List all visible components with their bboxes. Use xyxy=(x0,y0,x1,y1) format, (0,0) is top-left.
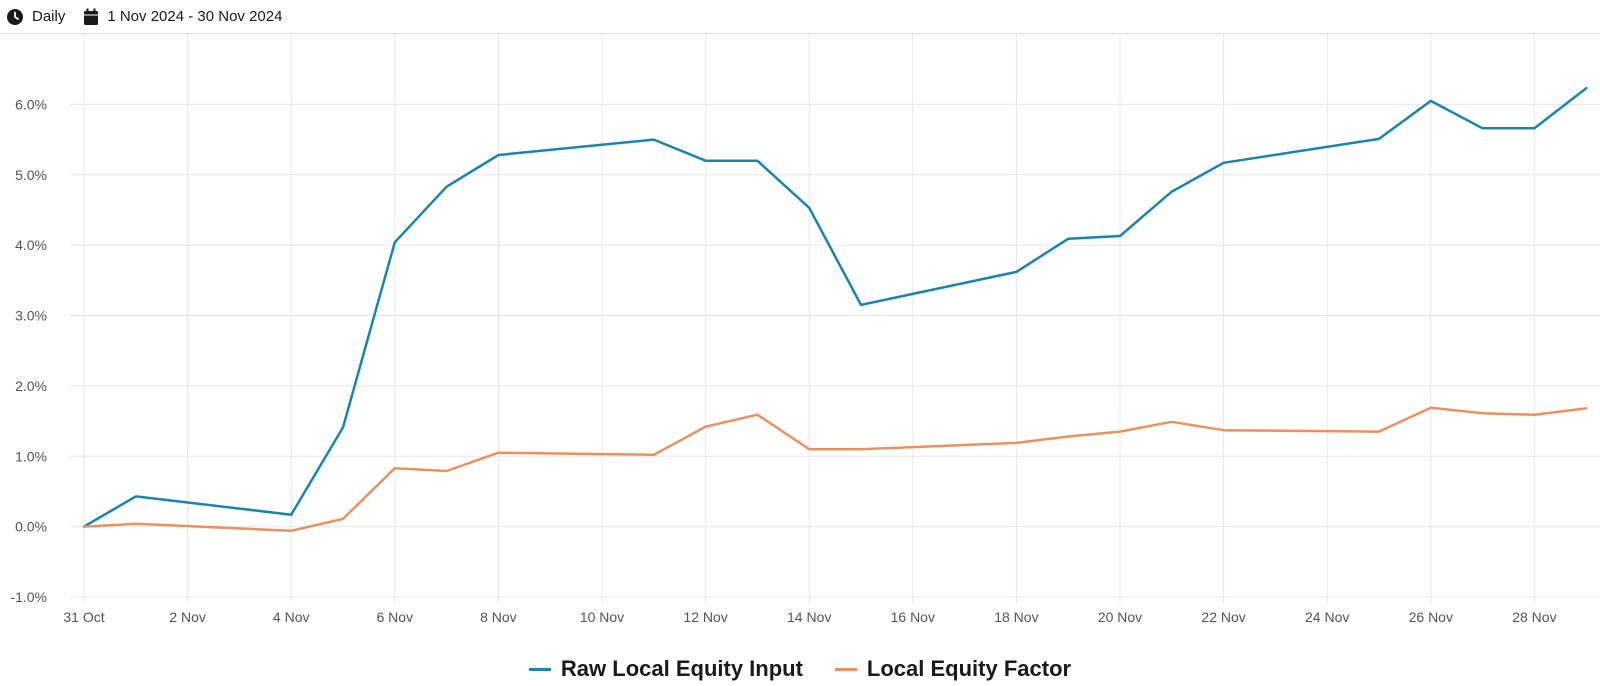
data-point[interactable] xyxy=(1480,125,1486,131)
data-point[interactable] xyxy=(1531,412,1537,418)
x-tick-label: 28 Nov xyxy=(1512,609,1556,625)
data-point[interactable] xyxy=(1221,427,1227,433)
data-point[interactable] xyxy=(495,152,501,158)
chart-grid xyxy=(70,34,1600,603)
y-tick-label: 0.0% xyxy=(15,519,47,535)
data-point[interactable] xyxy=(1428,405,1434,411)
data-point[interactable] xyxy=(651,452,657,458)
data-point[interactable] xyxy=(806,205,812,211)
y-tick-label: 2.0% xyxy=(15,378,47,394)
data-point[interactable] xyxy=(133,521,139,527)
chart-axes: -1.0% 0.0% 1.0% 2.0% 3.0% 4.0% 5.0% 6.0% 31 Oct 2… xyxy=(10,96,1556,625)
data-point[interactable] xyxy=(1376,136,1382,142)
chart-toolbar: Daily 1 Nov 2024 - 30 Nov 2024 xyxy=(0,0,1600,34)
legend-label-raw: Raw Local Equity Input xyxy=(560,656,803,681)
x-tick-label: 12 Nov xyxy=(683,609,727,625)
data-point[interactable] xyxy=(340,424,346,430)
data-point[interactable] xyxy=(1531,125,1537,131)
x-tick-label: 10 Nov xyxy=(580,609,624,625)
y-tick-label: 6.0% xyxy=(15,96,47,112)
x-tick-label: 31 Oct xyxy=(63,609,104,625)
legend-item-local-equity-factor[interactable]: Local Equity Factor xyxy=(834,656,1072,682)
y-tick-label: 3.0% xyxy=(15,308,47,324)
legend-swatch-factor xyxy=(834,667,857,671)
data-point[interactable] xyxy=(392,465,398,471)
data-point[interactable] xyxy=(133,493,139,499)
line-chart: -1.0% 0.0% 1.0% 2.0% 3.0% 4.0% 5.0% 6.0% 31 Oct 2… xyxy=(10,34,1600,625)
data-point[interactable] xyxy=(1221,160,1227,166)
x-tick-label: 18 Nov xyxy=(994,609,1038,625)
data-point[interactable] xyxy=(1428,98,1434,104)
series-line-local-equity-factor[interactable] xyxy=(82,406,1588,533)
data-point[interactable] xyxy=(806,446,812,452)
data-point[interactable] xyxy=(754,158,760,164)
chart-legend: Raw Local Equity Input Local Equity Fact… xyxy=(0,652,1600,686)
data-point[interactable] xyxy=(392,239,398,245)
data-point[interactable] xyxy=(1169,419,1175,425)
calendar-icon xyxy=(84,8,99,25)
data-point[interactable] xyxy=(703,424,709,430)
x-tick-label: 22 Nov xyxy=(1201,609,1245,625)
data-point[interactable] xyxy=(1065,236,1071,242)
clock-icon xyxy=(7,8,23,25)
data-point[interactable] xyxy=(444,468,450,474)
series-line-raw-local-equity-input[interactable] xyxy=(82,86,1588,528)
x-tick-label: 8 Nov xyxy=(480,609,517,625)
data-point[interactable] xyxy=(1480,410,1486,416)
data-point[interactable] xyxy=(1169,189,1175,195)
y-tick-label: 4.0% xyxy=(15,237,47,253)
data-point[interactable] xyxy=(444,184,450,190)
x-tick-label: 20 Nov xyxy=(1098,609,1142,625)
frequency-selector[interactable]: Daily xyxy=(6,8,73,26)
data-point[interactable] xyxy=(1065,434,1071,440)
data-point[interactable] xyxy=(1013,440,1019,446)
data-point[interactable] xyxy=(858,446,864,452)
chart-series xyxy=(81,85,1589,534)
y-tick-label: 5.0% xyxy=(15,167,47,183)
data-point[interactable] xyxy=(651,137,657,143)
data-point[interactable] xyxy=(858,302,864,308)
data-point[interactable] xyxy=(288,512,294,518)
data-point[interactable] xyxy=(81,524,87,530)
date-range-selector[interactable]: 1 Nov 2024 - 30 Nov 2024 xyxy=(83,8,290,26)
data-point[interactable] xyxy=(1583,85,1589,91)
y-tick-label: 1.0% xyxy=(15,448,47,464)
data-point[interactable] xyxy=(703,158,709,164)
data-point[interactable] xyxy=(495,450,501,456)
legend-item-raw-local-equity-input[interactable]: Raw Local Equity Input xyxy=(528,656,803,682)
legend-label-factor: Local Equity Factor xyxy=(866,656,1072,681)
x-tick-label: 14 Nov xyxy=(787,609,831,625)
data-point[interactable] xyxy=(1117,429,1123,435)
frequency-label: Daily xyxy=(32,8,66,25)
x-tick-label: 6 Nov xyxy=(377,609,414,625)
data-point[interactable] xyxy=(340,516,346,522)
data-point[interactable] xyxy=(1117,233,1123,239)
x-tick-label: 2 Nov xyxy=(169,609,206,625)
data-point[interactable] xyxy=(1013,269,1019,275)
y-tick-label: -1.0% xyxy=(10,589,47,605)
x-tick-label: 16 Nov xyxy=(891,609,935,625)
x-tick-label: 24 Nov xyxy=(1305,609,1349,625)
x-tick-label: 4 Nov xyxy=(273,609,310,625)
x-tick-label: 26 Nov xyxy=(1409,609,1453,625)
data-point[interactable] xyxy=(288,528,294,534)
legend-swatch-raw xyxy=(528,667,551,671)
data-point[interactable] xyxy=(1376,429,1382,435)
data-point[interactable] xyxy=(754,412,760,418)
date-range-label: 1 Nov 2024 - 30 Nov 2024 xyxy=(107,8,283,25)
data-point[interactable] xyxy=(1583,405,1589,411)
